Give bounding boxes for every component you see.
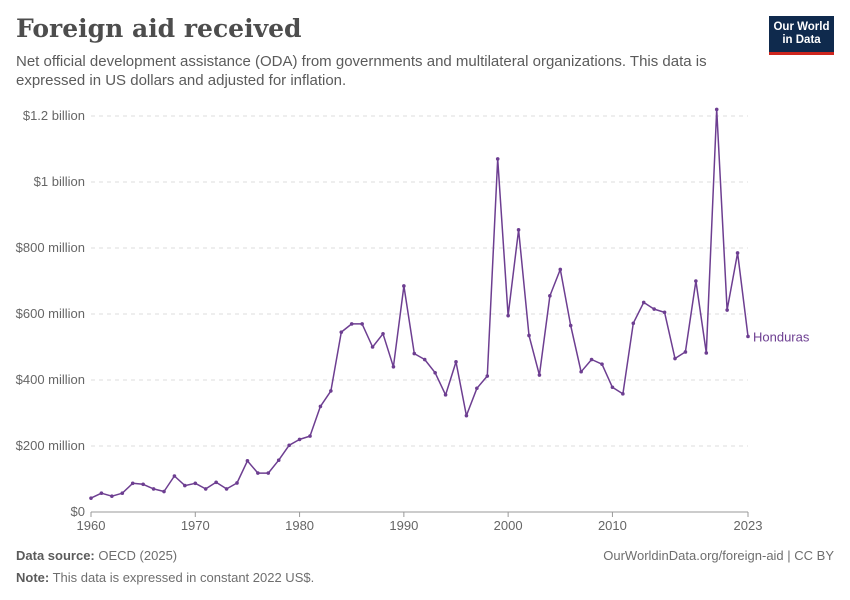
y-tick-label: $0 (71, 504, 85, 519)
data-point (589, 357, 594, 362)
x-tick-label: 1960 (77, 518, 106, 533)
data-point (110, 494, 114, 498)
data-point (99, 491, 104, 495)
data-point (704, 351, 709, 355)
data-point (558, 267, 563, 272)
series-line-honduras (90, 108, 749, 499)
data-point (443, 393, 448, 397)
data-point (652, 307, 656, 311)
owid-logo[interactable]: Our World in Data (769, 16, 834, 55)
data-point (485, 374, 490, 378)
data-point (151, 487, 156, 491)
data-point (308, 434, 312, 438)
data-point (193, 481, 198, 486)
data-point (735, 251, 740, 255)
data-point (183, 483, 187, 488)
data-point (714, 107, 719, 112)
y-tick-label: $1 billion (34, 174, 85, 189)
data-point (349, 322, 354, 326)
data-point (256, 471, 260, 475)
data-point (464, 413, 469, 418)
x-tick-label: 1970 (181, 518, 210, 533)
data-point (422, 357, 427, 362)
data-point (391, 365, 396, 369)
data-point (641, 300, 646, 305)
data-point (527, 333, 531, 338)
y-tick-label: $200 million (16, 438, 85, 453)
series-label: Honduras (753, 329, 810, 344)
data-point (548, 294, 552, 298)
data-point (235, 481, 239, 485)
data-point (339, 330, 344, 334)
data-point (683, 350, 688, 354)
data-point (297, 437, 302, 442)
data-point (276, 458, 281, 462)
y-tick-label: $1.2 billion (23, 108, 85, 123)
data-point (506, 313, 510, 318)
data-point (172, 474, 177, 478)
data-point (600, 362, 604, 366)
data-point (381, 332, 385, 336)
data-point (475, 386, 479, 391)
x-tick-label: 1980 (285, 518, 314, 533)
data-point (673, 356, 677, 361)
y-tick-label: $600 million (16, 306, 85, 321)
data-point (579, 369, 583, 374)
data-point (746, 334, 750, 339)
note-label: Note: (16, 570, 50, 585)
data-point (370, 345, 375, 349)
data-point (516, 228, 521, 232)
data-source: Data source: OECD (2025) (16, 548, 177, 563)
data-point (318, 404, 323, 409)
chart-title: Foreign aid received (16, 14, 302, 43)
data-point (245, 459, 250, 463)
logo-line-2: in Data (782, 34, 821, 46)
data-point (621, 392, 625, 396)
data-point (203, 487, 208, 491)
data-point (360, 322, 364, 326)
y-tick-label: $800 million (16, 240, 85, 255)
chart-subtitle: Net official development assistance (ODA… (16, 53, 707, 89)
data-point (662, 310, 667, 315)
x-tick-label: 2010 (598, 518, 627, 533)
x-tick-label: 2023 (734, 518, 763, 533)
data-point (266, 471, 271, 475)
source-link[interactable]: OurWorldinData.org/foreign-aid | CC BY (603, 548, 834, 563)
data-point (120, 491, 125, 495)
data-point (694, 279, 698, 283)
x-tick-label: 2000 (494, 518, 523, 533)
data-point (610, 385, 615, 390)
logo-line-1: Our World (773, 21, 830, 33)
note-text: This data is expressed in constant 2022 … (52, 570, 315, 585)
chart-note: Note: This data is expressed in constant… (16, 570, 314, 585)
data-point (214, 480, 218, 485)
data-point (402, 284, 406, 288)
source-text[interactable]: OECD (2025) (98, 548, 178, 563)
data-point (287, 443, 291, 448)
data-point (725, 308, 729, 312)
x-tick-label: 1990 (389, 518, 418, 533)
data-point (433, 370, 437, 375)
data-point (130, 481, 135, 486)
data-point (537, 373, 542, 377)
data-point (162, 489, 166, 494)
data-point (89, 496, 93, 500)
data-point (412, 351, 417, 356)
data-point (224, 487, 229, 491)
source-label: Data source: (16, 548, 95, 563)
data-point (454, 360, 458, 364)
data-point (329, 389, 333, 393)
data-point (631, 321, 636, 326)
data-point (141, 482, 145, 487)
data-point (495, 157, 500, 161)
y-tick-label: $400 million (16, 372, 85, 387)
data-point (568, 323, 573, 328)
